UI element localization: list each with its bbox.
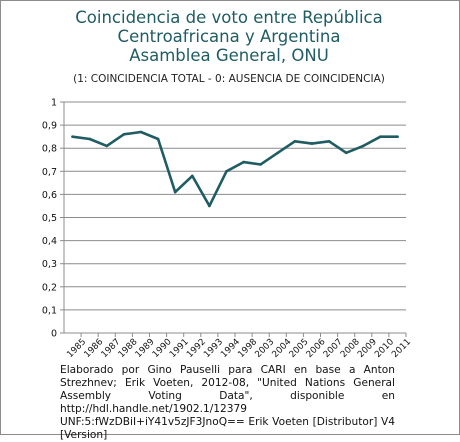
data-point <box>396 135 399 138</box>
series-line <box>71 130 399 208</box>
data-point <box>327 139 331 143</box>
y-tick-label: 0,4 <box>42 236 57 247</box>
data-point <box>105 144 109 148</box>
data-point <box>122 133 126 136</box>
data-point <box>379 135 382 138</box>
chart-title: Coincidencia de voto entre República Cen… <box>75 8 383 65</box>
source-note: Elaborado por Gino Pauselli para CARI en… <box>60 364 395 441</box>
data-point <box>190 174 194 178</box>
data-point <box>310 142 314 145</box>
axes <box>63 102 406 334</box>
x-tick-labels: 1985198619871988198919901991199219931994… <box>65 337 413 360</box>
y-tick-label: 0,7 <box>42 167 57 178</box>
data-point <box>293 139 297 143</box>
y-tick-label: 1 <box>51 98 57 109</box>
y-tick-label: 0,8 <box>42 144 57 155</box>
y-tick-label: 0,3 <box>42 259 57 270</box>
y-tick-label: 0,1 <box>42 305 57 316</box>
data-point <box>208 204 211 208</box>
gridlines <box>60 101 407 337</box>
y-tick-label: 0 <box>51 329 57 340</box>
data-point <box>71 135 74 138</box>
series <box>71 130 399 208</box>
data-point <box>173 190 177 194</box>
y-tick-label: 0,9 <box>42 121 57 132</box>
y-tick-label: 0,2 <box>42 282 57 293</box>
data-point <box>88 137 91 141</box>
chart-subtitle: (1: COINCIDENCIA TOTAL - 0: AUSENCIA DE … <box>73 73 385 85</box>
data-point <box>344 151 348 155</box>
data-point <box>259 163 262 166</box>
x-tick-label: 2011 <box>390 337 413 360</box>
data-point <box>276 151 280 155</box>
data-point <box>156 137 160 141</box>
data-point <box>225 170 228 173</box>
y-tick-label: 0,5 <box>42 213 57 224</box>
y-tick-labels: 0 0,1 0,2 0,3 0,4 0,5 0,6 0,7 0,8 0,9 1 <box>42 98 57 340</box>
y-tick-label: 0,6 <box>42 190 57 201</box>
data-point <box>361 144 365 148</box>
data-point <box>139 130 143 134</box>
data-point <box>242 160 245 164</box>
